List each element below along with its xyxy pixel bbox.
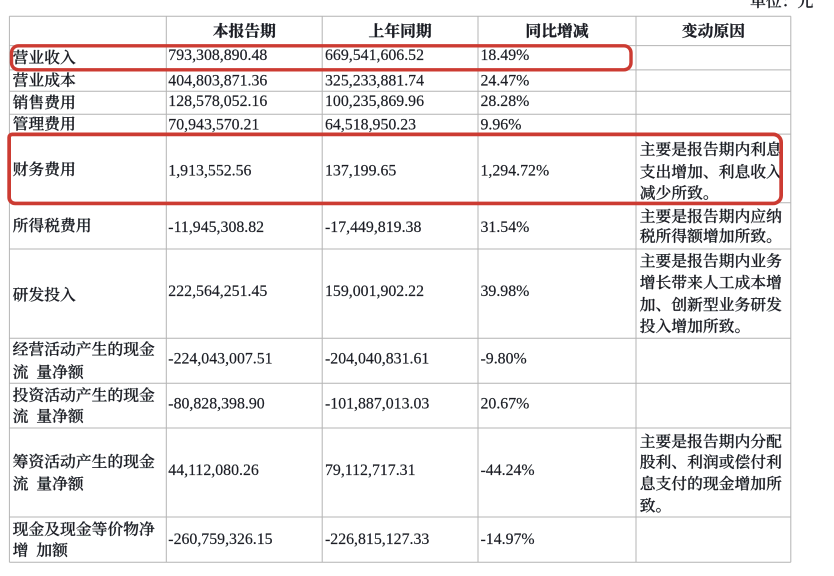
svg-text:1,294.72%: 1,294.72%: [481, 163, 550, 180]
svg-text:-14.97%: -14.97%: [481, 531, 535, 548]
svg-text:18.49%: 18.49%: [481, 47, 530, 64]
svg-text:39.98%: 39.98%: [481, 283, 530, 300]
svg-text:44,112,080.26: 44,112,080.26: [168, 462, 259, 479]
svg-text:137,199.65: 137,199.65: [325, 163, 396, 180]
svg-text:159,001,902.22: 159,001,902.22: [325, 283, 424, 300]
svg-text:793,308,890.48: 793,308,890.48: [168, 47, 267, 64]
svg-text:64,518,950.23: 64,518,950.23: [325, 117, 416, 134]
svg-text:1,913,552.56: 1,913,552.56: [168, 163, 251, 180]
svg-text:404,803,871.36: 404,803,871.36: [168, 73, 267, 90]
svg-text:128,578,052.16: 128,578,052.16: [168, 93, 267, 110]
svg-text:-44.24%: -44.24%: [481, 462, 535, 479]
svg-text:79,112,717.31: 79,112,717.31: [325, 462, 416, 479]
svg-text:100,235,869.96: 100,235,869.96: [325, 93, 424, 110]
svg-text:325,233,881.74: 325,233,881.74: [325, 73, 424, 90]
svg-text:-11,945,308.82: -11,945,308.82: [168, 219, 264, 236]
svg-text:20.67%: 20.67%: [481, 395, 530, 412]
svg-text:24.47%: 24.47%: [481, 73, 530, 90]
svg-text:-226,815,127.33: -226,815,127.33: [325, 531, 429, 548]
svg-text:31.54%: 31.54%: [481, 219, 530, 236]
svg-text:222,564,251.45: 222,564,251.45: [168, 283, 267, 300]
svg-text:-17,449,819.38: -17,449,819.38: [325, 219, 421, 236]
svg-text:9.96%: 9.96%: [481, 117, 522, 134]
svg-text:-204,040,831.61: -204,040,831.61: [325, 350, 429, 367]
svg-text:-101,887,013.03: -101,887,013.03: [325, 395, 429, 412]
svg-text:28.28%: 28.28%: [481, 93, 530, 110]
svg-text:-80,828,398.90: -80,828,398.90: [168, 395, 264, 412]
svg-text:-260,759,326.15: -260,759,326.15: [168, 531, 272, 548]
svg-text:-9.80%: -9.80%: [481, 350, 527, 367]
svg-text:-224,043,007.51: -224,043,007.51: [168, 350, 272, 367]
svg-text:70,943,570.21: 70,943,570.21: [168, 117, 259, 134]
svg-text:669,541,606.52: 669,541,606.52: [325, 47, 424, 64]
